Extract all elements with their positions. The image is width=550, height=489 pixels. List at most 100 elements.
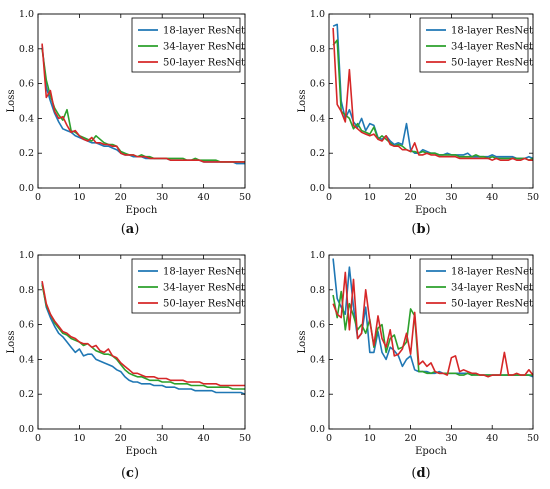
y-axis-label: Loss	[297, 331, 308, 354]
y-tick-label: 0.2	[310, 389, 325, 400]
series-line-3	[332, 271, 534, 378]
y-tick-label: 0.8	[19, 285, 34, 296]
y-tick-label: 0.0	[310, 424, 325, 435]
legend-label-2: 34-layer ResNet	[451, 283, 533, 294]
x-tick-label: 30	[445, 433, 457, 444]
series-line-3	[41, 43, 245, 163]
legend-box	[131, 258, 241, 314]
caption-letter: d	[416, 466, 425, 481]
y-tick-label: 0.8	[19, 44, 34, 55]
plot-frame	[328, 254, 534, 430]
legend: 18-layer ResNet 34-layer ResNet 50-layer R…	[131, 17, 245, 73]
subplot-caption: (a)	[121, 222, 140, 237]
x-tick-label: 30	[156, 433, 168, 444]
y-tick-label: 0.6	[19, 320, 34, 331]
legend-label-2: 34-layer ResNet	[163, 283, 245, 294]
legend-label-1: 18-layer ResNet	[451, 267, 533, 278]
legend-label-3: 50-layer ResNet	[451, 299, 533, 310]
caption-paren: (	[411, 222, 416, 237]
caption-paren: )	[426, 466, 431, 481]
x-tick-label: 0	[35, 433, 41, 444]
y-tick-label: 0.4	[19, 113, 34, 124]
caption-paren: )	[426, 222, 431, 237]
x-tick-label: 40	[198, 433, 210, 444]
x-axis-label: Epoch	[126, 446, 158, 457]
caption-letter: b	[416, 222, 425, 237]
y-tick-label: 0.6	[310, 320, 325, 331]
x-tick-label: 20	[405, 433, 417, 444]
y-tick-label: 1.0	[19, 9, 34, 20]
caption-paren: (	[121, 466, 126, 481]
y-tick-label: 0.6	[19, 79, 34, 90]
caption-paren: (	[411, 466, 416, 481]
caption-letter: c	[126, 466, 134, 481]
caption-paren: )	[134, 466, 139, 481]
x-tick-label: 10	[364, 433, 376, 444]
subplot-caption: (c)	[121, 466, 139, 481]
x-tick-label: 20	[115, 192, 127, 203]
x-tick-label: 30	[445, 192, 457, 203]
legend-label-1: 18-layer ResNet	[163, 26, 245, 37]
x-axis-label: Epoch	[415, 205, 447, 216]
plot-frame	[37, 13, 246, 189]
y-tick-label: 0.8	[310, 44, 325, 55]
x-tick-label: 0	[35, 192, 41, 203]
x-tick-label: 50	[239, 433, 251, 444]
subplot-caption: (b)	[411, 222, 430, 237]
legend-label-2: 34-layer ResNet	[163, 42, 245, 53]
y-axis-label: Loss	[297, 90, 308, 113]
y-tick-label: 0.0	[19, 183, 34, 194]
legend: 18-layer ResNet 34-layer ResNet 50-layer R…	[419, 17, 533, 73]
subplot-a: 0 10 20 30 40 50 0.0 0.2 0.4 0.6 0.8 1.0 Epoch Loss 18…	[6, 9, 251, 237]
caption-paren: (	[121, 222, 126, 237]
x-tick-label: 10	[73, 192, 85, 203]
x-tick-label: 10	[73, 433, 85, 444]
legend: 18-layer ResNet 34-layer ResNet 50-layer R…	[131, 258, 245, 314]
subplot-caption: (d)	[411, 466, 430, 481]
x-tick-label: 40	[486, 192, 498, 203]
y-tick-label: 0.0	[19, 424, 34, 435]
y-tick-label: 0.6	[310, 79, 325, 90]
legend-box	[419, 17, 529, 73]
legend-label-1: 18-layer ResNet	[163, 267, 245, 278]
x-tick-label: 40	[486, 433, 498, 444]
x-axis-label: Epoch	[415, 446, 447, 457]
x-tick-label: 10	[364, 192, 376, 203]
caption-paren: )	[134, 222, 139, 237]
x-tick-label: 50	[527, 192, 539, 203]
x-tick-label: 20	[115, 433, 127, 444]
y-tick-label: 0.8	[310, 285, 325, 296]
subplot-d: 0 10 20 30 40 50 0.0 0.2 0.4 0.6 0.8 1.0 Epoch Loss 18…	[297, 250, 539, 481]
y-tick-label: 1.0	[310, 9, 325, 20]
plot-frame	[37, 254, 246, 430]
y-axis-label: Loss	[6, 331, 17, 354]
y-tick-label: 1.0	[310, 250, 325, 261]
y-tick-label: 0.4	[310, 113, 325, 124]
series-line-2	[41, 284, 245, 390]
subplot-c: 0 10 20 30 40 50 0.0 0.2 0.4 0.6 0.8 1.0 Epoch Loss 18…	[6, 250, 251, 481]
series-line-3	[332, 27, 533, 161]
subplot-b: 0 10 20 30 40 50 0.0 0.2 0.4 0.6 0.8 1.0 Epoch Loss 18…	[297, 9, 539, 237]
legend-label-3: 50-layer ResNet	[163, 58, 245, 69]
plot-frame	[328, 13, 534, 189]
legend-label-2: 34-layer ResNet	[451, 42, 533, 53]
y-tick-label: 0.4	[19, 354, 34, 365]
x-tick-label: 40	[198, 192, 210, 203]
x-tick-label: 30	[156, 192, 168, 203]
legend-box	[131, 17, 241, 73]
y-axis-label: Loss	[6, 90, 17, 113]
series-line-2	[332, 39, 534, 161]
y-tick-label: 0.0	[310, 183, 325, 194]
x-axis-label: Epoch	[126, 205, 158, 216]
x-tick-label: 20	[405, 192, 417, 203]
y-tick-label: 0.2	[19, 148, 34, 159]
y-tick-label: 0.2	[19, 389, 34, 400]
x-tick-label: 50	[527, 433, 539, 444]
y-tick-label: 0.4	[310, 354, 325, 365]
legend-box	[419, 258, 529, 314]
legend-label-3: 50-layer ResNet	[451, 58, 533, 69]
legend: 18-layer ResNet 34-layer ResNet 50-layer R…	[419, 258, 533, 314]
caption-letter: a	[126, 222, 135, 237]
y-tick-label: 1.0	[19, 250, 34, 261]
